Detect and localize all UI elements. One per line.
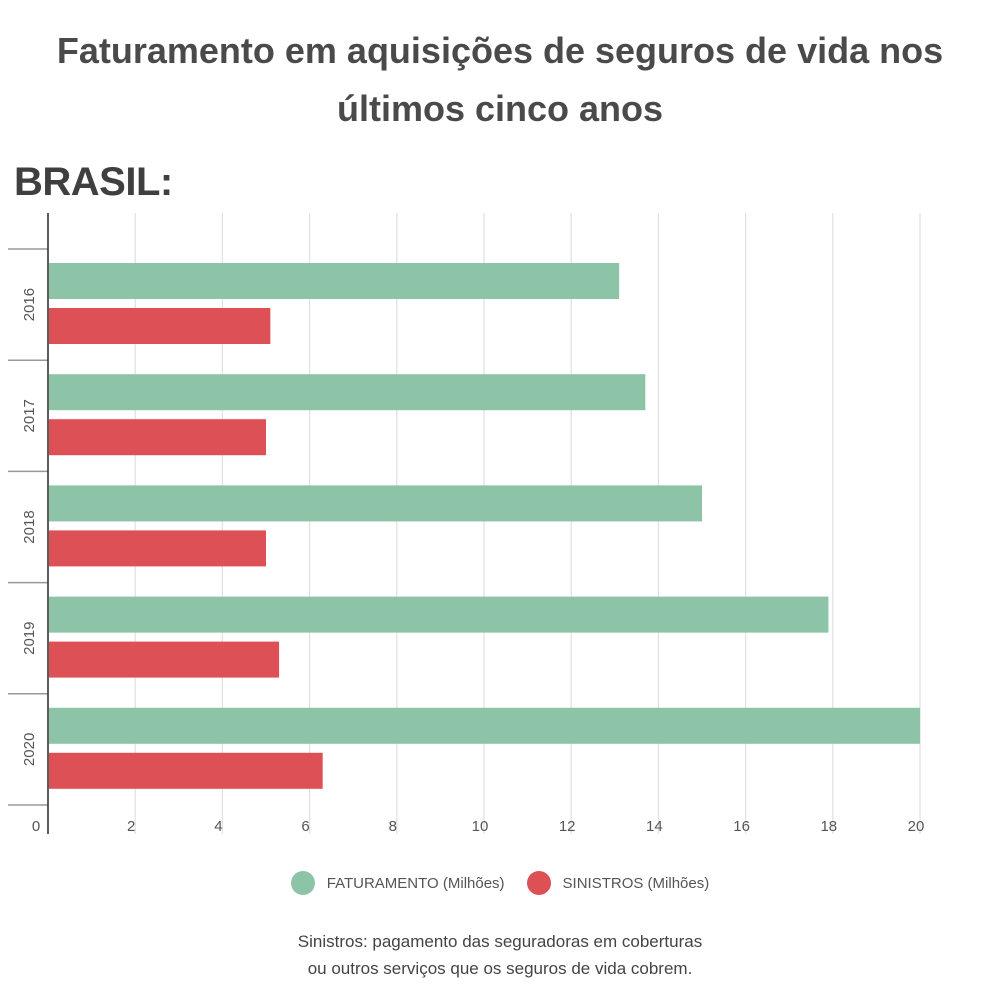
bar-faturamento-2019 [49,596,829,633]
footnote-line-1: Sinistros: pagamento das seguradoras em … [297,932,703,951]
footnote-line-2: ou outros serviços que os seguros de vid… [307,959,693,978]
bar-sinistros-2017 [49,419,266,456]
y-tick-label-2020: 2020 [21,733,38,766]
y-tick-label-2016: 2016 [21,288,38,321]
bar-sinistros-2018 [49,530,266,567]
bars [49,263,920,789]
y-tick-label-2019: 2019 [21,622,38,655]
x-tick-label-12: 12 [559,818,576,835]
bar-sinistros-2016 [49,308,271,344]
x-tick-label-4: 4 [214,818,222,835]
x-tick-label-16: 16 [733,818,750,835]
bar-faturamento-2020 [49,707,920,744]
legend-item-faturamento[interactable]: FATURAMENTO (Milhões) [290,871,505,895]
legend-label-sinistros: SINISTROS (Milhões) [562,874,710,892]
bar-chart: 0 2 4 6 8 10 12 14 16 18 20 2016 2017 2018 2019 2020 [8,213,924,835]
x-tick-label-20: 20 [908,818,925,835]
x-tick-label-6: 6 [301,818,309,835]
bar-faturamento-2018 [49,485,702,522]
bar-sinistros-2019 [49,641,280,678]
chart-title-line-1: Faturamento em aquisições de seguros de … [56,30,944,71]
bar-faturamento-2017 [49,374,646,411]
bar-sinistros-2020 [49,752,323,789]
x-tick-label-10: 10 [472,818,489,835]
axes [8,213,49,834]
y-tick-label-2017: 2017 [21,399,38,432]
y-tick-label-2018: 2018 [21,510,38,543]
region-label: BRASIL: [14,160,173,204]
chart-title-line-2: últimos cinco anos [336,88,664,129]
tick-labels: 0 2 4 6 8 10 12 14 16 18 20 2016 2017 2018 2019 2020 [21,288,924,835]
legend-item-sinistros[interactable]: SINISTROS (Milhões) [526,871,710,895]
x-tick-label-8: 8 [389,818,397,835]
x-tick-label-2: 2 [127,818,135,835]
x-tick-label-0: 0 [32,818,40,835]
legend-dot-sinistros [526,871,551,895]
x-tick-label-14: 14 [646,818,663,835]
legend-dot-faturamento [290,871,315,895]
bar-faturamento-2016 [49,263,620,299]
legend: FATURAMENTO (Milhões) SINISTROS (Milhões… [0,871,1000,895]
footnote: Sinistros: pagamento das seguradoras em … [0,928,1000,982]
chart-title: Faturamento em aquisições de seguros de … [0,22,1000,138]
x-tick-label-18: 18 [820,818,837,835]
legend-label-faturamento: FATURAMENTO (Milhões) [326,874,505,892]
